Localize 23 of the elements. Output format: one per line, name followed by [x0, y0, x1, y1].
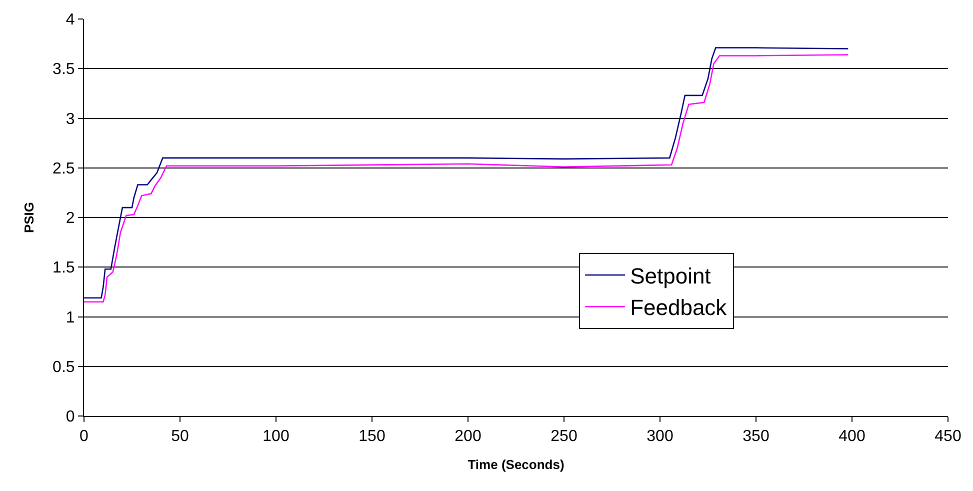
- y-tick-label: 2: [66, 210, 75, 228]
- y-tick-label: 4: [66, 12, 75, 29]
- y-tick-label: 3: [66, 110, 75, 128]
- x-tick-label: 450: [934, 428, 962, 446]
- legend-label: Feedback: [630, 295, 728, 320]
- y-tick-label: 1: [66, 309, 75, 326]
- legend-label: Setpoint: [630, 264, 711, 289]
- x-tick-label: 200: [454, 428, 482, 446]
- x-axis-title: Time (Seconds): [468, 456, 564, 472]
- y-tick-label: 0: [66, 408, 75, 426]
- y-tick-label: 0.5: [52, 358, 75, 376]
- x-tick-label: 50: [171, 428, 189, 446]
- x-tick-label: 0: [80, 428, 89, 446]
- y-tick-label: 1.5: [52, 260, 75, 277]
- x-tick-label: 400: [838, 428, 866, 446]
- x-tick-label: 150: [358, 428, 386, 446]
- y-tick-label: 3.5: [52, 61, 75, 78]
- y-axis-title: PSIG: [22, 202, 36, 234]
- x-tick-label: 100: [262, 428, 290, 446]
- x-tick-label: 300: [646, 428, 674, 446]
- x-tick-label: 350: [742, 428, 770, 446]
- y-tick-label: 2.5: [52, 160, 75, 178]
- x-tick-label: 250: [550, 428, 578, 446]
